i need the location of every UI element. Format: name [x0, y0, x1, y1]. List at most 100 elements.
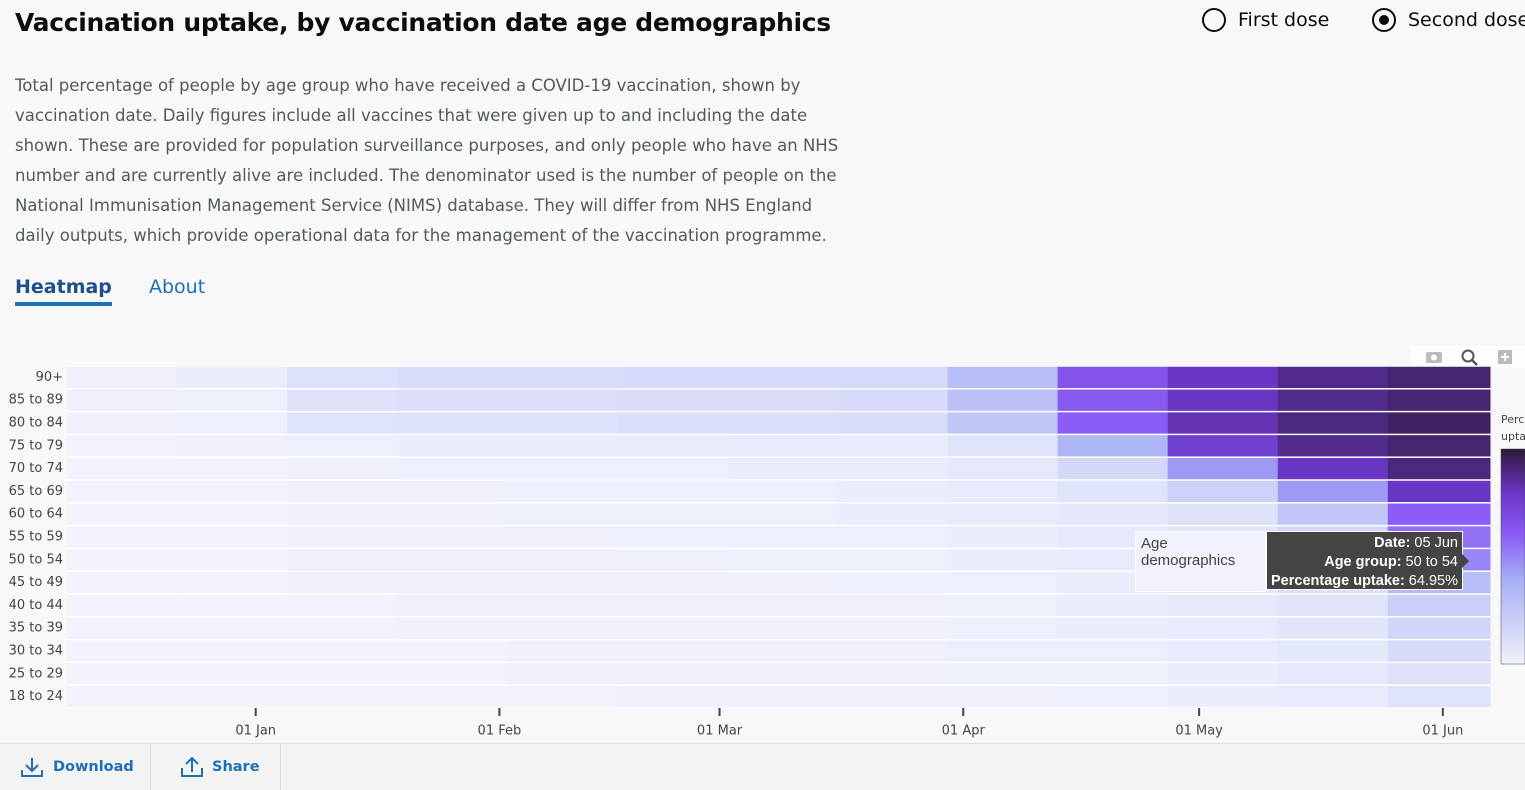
heatmap-cell — [1167, 412, 1279, 434]
y-tick-label: 50 to 54 — [9, 552, 63, 567]
heatmap-cell — [287, 571, 398, 594]
heatmap-cell — [617, 435, 728, 457]
radio-first-dose[interactable]: First dose — [1202, 8, 1329, 32]
y-tick-label: 85 to 89 — [9, 393, 63, 408]
heatmap-cell — [727, 480, 838, 503]
heatmap-cell — [1167, 617, 1279, 639]
heatmap-cell — [287, 685, 398, 708]
tab-heatmap[interactable]: Heatmap — [15, 276, 112, 306]
heatmap-cell — [947, 503, 1059, 525]
heatmap-cell — [177, 663, 288, 685]
heatmap-cell — [837, 457, 949, 480]
heatmap-cells — [67, 366, 1491, 708]
description-line: number and are currently alive are inclu… — [15, 166, 837, 185]
x-tick-label: 01 May — [1175, 724, 1223, 739]
heatmap-cell — [507, 435, 618, 457]
heatmap-cell — [947, 389, 1059, 411]
y-tick-label: 55 to 59 — [9, 530, 63, 545]
heatmap-cell — [1387, 480, 1491, 503]
heatmap-cell — [617, 389, 728, 411]
heatmap-cell — [67, 617, 178, 639]
heatmap-cell — [507, 571, 618, 594]
heatmap-cell — [1167, 663, 1279, 685]
radio-second-dose[interactable]: Second dose — [1372, 8, 1525, 32]
button-label[interactable]: Share — [212, 759, 260, 775]
heatmap-cell — [1057, 457, 1169, 480]
button-label[interactable]: Download — [53, 759, 134, 775]
heatmap-cell — [947, 594, 1059, 617]
heatmap-cell — [67, 480, 178, 503]
tab-about[interactable]: About — [149, 276, 206, 298]
heatmap-cell — [397, 457, 508, 480]
plus-sign — [1501, 353, 1509, 361]
download-button[interactable]: Download — [0, 744, 151, 790]
tooltip-label: Date: — [1374, 535, 1411, 551]
heatmap-cell — [397, 526, 508, 548]
heatmap-cell — [1387, 685, 1491, 708]
camera-lens — [1431, 354, 1437, 361]
heatmap-cell — [727, 549, 838, 571]
heatmap-cell — [507, 663, 618, 685]
radio-label[interactable]: Second dose — [1408, 9, 1525, 31]
heatmap-cell — [397, 571, 508, 594]
heatmap-cell — [1167, 640, 1279, 662]
heatmap-cell — [727, 617, 838, 639]
tooltip-value: 50 to 54 — [1405, 554, 1458, 570]
heatmap-cell — [397, 412, 508, 434]
x-tick-label: 01 Jun — [1422, 724, 1463, 739]
radio-circle[interactable] — [1202, 8, 1226, 32]
heatmap-cell — [287, 503, 398, 525]
heatmap-cell — [67, 366, 178, 389]
y-tick-label: 25 to 29 — [9, 666, 63, 681]
heatmap-cell — [1387, 663, 1491, 685]
heatmap-cell — [507, 594, 618, 617]
heatmap-cell — [1057, 663, 1169, 685]
heatmap-chart: 90+ 85 to 89 80 to 84 75 to 79 70 to 74 65 to… — [8, 346, 1525, 739]
heatmap-cell — [1387, 503, 1491, 525]
heatmap-cell — [287, 640, 398, 662]
heatmap-cell — [947, 435, 1059, 457]
heatmap-cell — [727, 571, 838, 594]
heatmap-cell — [947, 640, 1059, 662]
radio-circle[interactable] — [1372, 8, 1396, 32]
heatmap-cell — [1057, 480, 1169, 503]
heatmap-cell — [947, 526, 1059, 548]
heatmap-cell — [1057, 366, 1169, 389]
download-icon — [21, 758, 43, 777]
heatmap-cell — [947, 480, 1059, 503]
heatmap-cell — [67, 685, 178, 708]
heatmap-cell — [727, 389, 838, 411]
heatmap-cell — [1277, 503, 1389, 525]
zoom-icon[interactable] — [1461, 349, 1475, 363]
y-tick-label: 90+ — [36, 370, 63, 385]
share-button[interactable]: Share — [151, 744, 281, 790]
heatmap-cell — [1277, 389, 1389, 411]
heatmap-cell — [507, 526, 618, 548]
heatmap-cell — [947, 549, 1059, 571]
heatmap-cell — [1277, 457, 1389, 480]
heatmap-cell — [1277, 480, 1389, 503]
heatmap-cell — [1167, 685, 1279, 708]
heatmap-cell — [1387, 389, 1491, 411]
x-tick-label: 01 Feb — [478, 724, 522, 739]
tooltip-line: Date: 05 Jun — [1271, 534, 1458, 553]
colorbar-title: uptake — [1501, 430, 1525, 443]
heatmap-cell — [837, 435, 949, 457]
heatmap-cell — [1167, 457, 1279, 480]
heatmap-cell — [287, 617, 398, 639]
heatmap-cell — [1277, 617, 1389, 639]
heatmap-cell — [287, 549, 398, 571]
modebar[interactable] — [1411, 346, 1525, 368]
heatmap-cell — [837, 412, 949, 434]
heatmap-cell — [1167, 480, 1279, 503]
radio-label[interactable]: First dose — [1238, 9, 1330, 31]
heatmap-cell — [67, 412, 178, 434]
heatmap-cell — [177, 685, 288, 708]
footer: Download Share — [0, 743, 1525, 790]
heatmap-cell — [837, 480, 949, 503]
heatmap-cell — [177, 389, 288, 411]
heatmap-cell — [617, 503, 728, 525]
heatmap-cell — [177, 617, 288, 639]
heatmap-cell — [397, 617, 508, 639]
